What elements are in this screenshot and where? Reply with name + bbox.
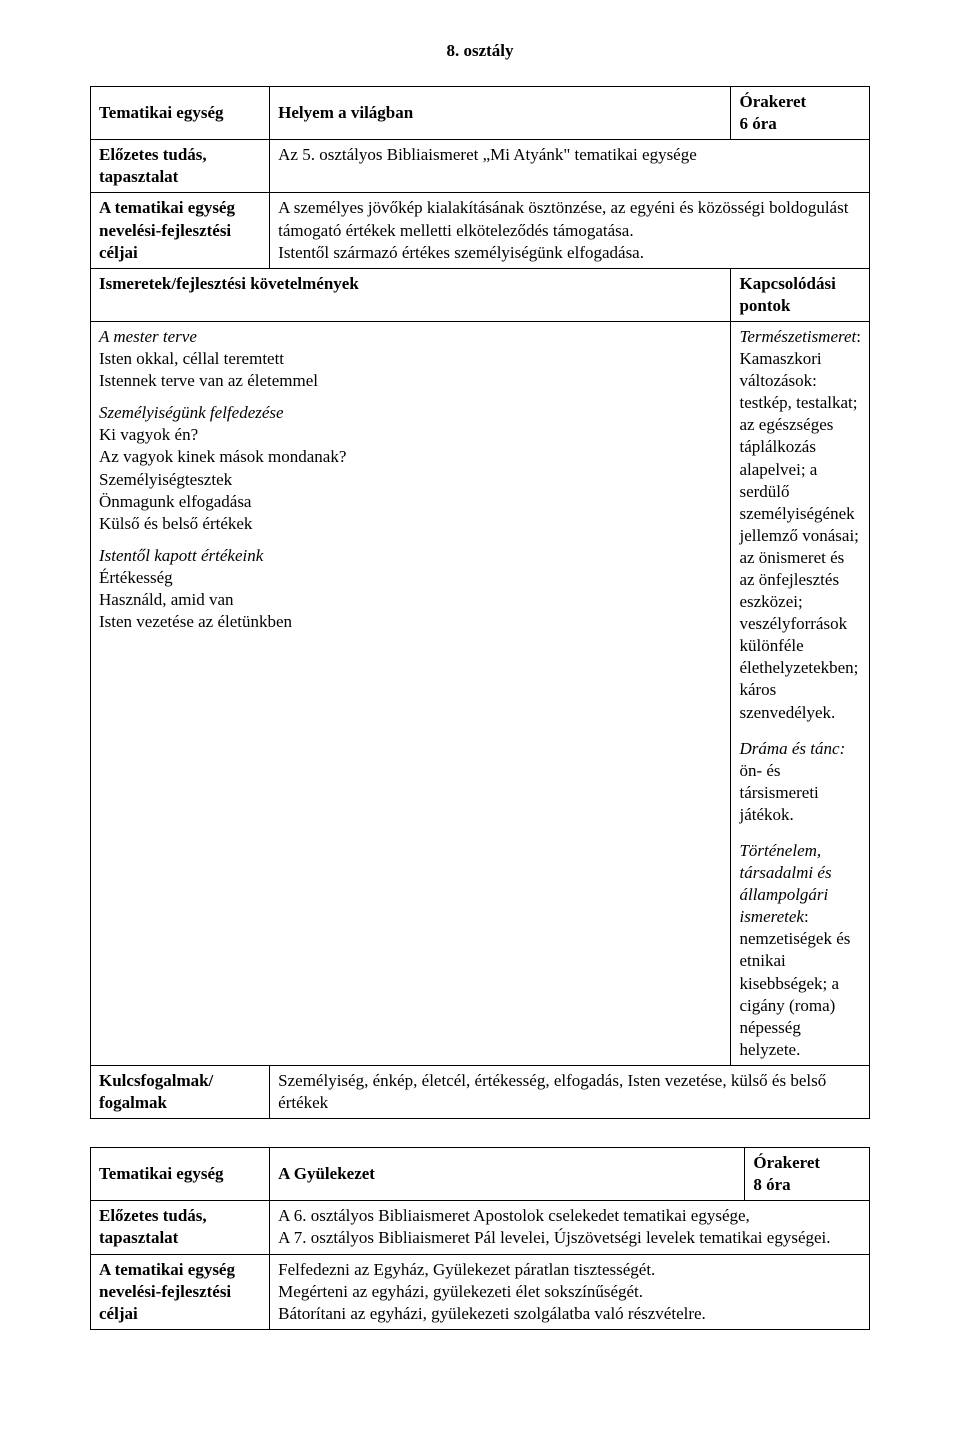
t2r3-left-l3: céljai	[99, 1304, 138, 1323]
t1r5-right-p1b: : Kamaszkori változások: testkép, testal…	[739, 327, 861, 722]
t1r3-left-l2: nevelési-fejlesztési	[99, 221, 231, 240]
t2r1-right-value: 8 óra	[753, 1175, 790, 1194]
t2r2-left-l2: tapasztalat	[99, 1228, 178, 1247]
t2r2-body: A 6. osztályos Bibliaismeret Apostolok c…	[270, 1201, 870, 1254]
page-root: 8. osztály Tematikai egység Helyem a vil…	[0, 0, 960, 1432]
t1r6-body: Személyiség, énkép, életcél, értékesség,…	[270, 1065, 870, 1118]
t1r1-center: Helyem a világban	[270, 87, 731, 140]
t1r5-l2b: Az vagyok kinek mások mondanak?	[99, 446, 722, 468]
t2r3-t1: Felfedezni az Egyház, Gyülekezet páratla…	[278, 1259, 861, 1281]
t2r1-right: Órakeret 8 óra	[745, 1148, 870, 1201]
t1r5-right-p1: Természetismeret: Kamaszkori változások:…	[739, 326, 861, 724]
table1-row5: A mester terve Isten okkal, céllal terem…	[91, 321, 870, 1065]
t1r5-right: Természetismeret: Kamaszkori változások:…	[731, 321, 870, 1065]
t1r5-l1a: Isten okkal, céllal teremtett	[99, 348, 722, 370]
t1r2-left-l1: Előzetes tudás,	[99, 145, 207, 164]
t2r3-t3: Bátorítani az egyházi, gyülekezeti szolg…	[278, 1303, 861, 1325]
t2r1-left: Tematikai egység	[91, 1148, 270, 1201]
table-unit-2: Tematikai egység A Gyülekezet Órakeret 8…	[90, 1147, 870, 1330]
t1r2-left: Előzetes tudás, tapasztalat	[91, 140, 270, 193]
t1r1-left: Tematikai egység	[91, 87, 270, 140]
t1r3-body: A személyes jövőkép kialakításának ösztö…	[270, 193, 870, 268]
t1r4-right-header: Kapcsolódási pontok	[731, 268, 870, 321]
table1-row3: A tematikai egység nevelési-fejlesztési …	[91, 193, 870, 268]
t1r3-t1: A személyes jövőkép kialakításának ösztö…	[278, 197, 861, 241]
t1r5-l3b: Használd, amid van	[99, 589, 722, 611]
t1r3-left-l1: A tematikai egység	[99, 198, 235, 217]
t1r5-l2e: Külső és belső értékek	[99, 513, 722, 535]
t1r1-right-label: Órakeret	[739, 92, 806, 111]
t1r5-left: A mester terve Isten okkal, céllal terem…	[91, 321, 731, 1065]
t1r5-h1: A mester terve	[99, 326, 722, 348]
table1-row6: Kulcsfogalmak/ fogalmak Személyiség, énk…	[91, 1065, 870, 1118]
t1r2-body: Az 5. osztályos Bibliaismeret „Mi Atyánk…	[270, 140, 870, 193]
t1r5-l2d: Önmagunk elfogadása	[99, 491, 722, 513]
t2r2-left-l1: Előzetes tudás,	[99, 1206, 207, 1225]
t1r6-left-l1: Kulcsfogalmak/	[99, 1071, 213, 1090]
t1r4-left-header: Ismeretek/fejlesztési követelmények	[91, 268, 731, 321]
t1r3-t2: Istentől származó értékes személyiségünk…	[278, 242, 861, 264]
t2r3-t2: Megérteni az egyházi, gyülekezeti élet s…	[278, 1281, 861, 1303]
t2r2-t1: A 6. osztályos Bibliaismeret Apostolok c…	[278, 1205, 861, 1227]
t2r3-left-l2: nevelési-fejlesztési	[99, 1282, 231, 1301]
t2r2-t2: A 7. osztályos Bibliaismeret Pál levelei…	[278, 1227, 861, 1249]
t1r5-l2a: Ki vagyok én?	[99, 424, 722, 446]
t2r3-body: Felfedezni az Egyház, Gyülekezet páratla…	[270, 1254, 870, 1329]
t1r6-text: Személyiség, énkép, életcél, értékesség,…	[278, 1071, 826, 1112]
t1r5-right-p2a: Dráma és tánc:	[739, 739, 845, 758]
t2r1-right-label: Órakeret	[753, 1153, 820, 1172]
t1r5-l3a: Értékesség	[99, 567, 722, 589]
t1r5-l1b: Istennek terve van az életemmel	[99, 370, 722, 392]
t1r2-text: Az 5. osztályos Bibliaismeret „Mi Atyánk…	[278, 145, 697, 164]
page-title: 8. osztály	[90, 40, 870, 62]
t1r5-right-p1a: Természetismeret	[739, 327, 856, 346]
table2-row2: Előzetes tudás, tapasztalat A 6. osztály…	[91, 1201, 870, 1254]
table1-row1: Tematikai egység Helyem a világban Órake…	[91, 87, 870, 140]
t1r5-h3: Istentől kapott értékeink	[99, 545, 722, 567]
t2r3-left-l1: A tematikai egység	[99, 1260, 235, 1279]
table1-row2: Előzetes tudás, tapasztalat Az 5. osztál…	[91, 140, 870, 193]
t1r5-right-p2b: ön- és társismereti játékok.	[739, 761, 818, 824]
t1r5-right-p3b: : nemzetiségek és etnikai kisebbségek; a…	[739, 907, 850, 1059]
table2-row3: A tematikai egység nevelési-fejlesztési …	[91, 1254, 870, 1329]
t1r3-left: A tematikai egység nevelési-fejlesztési …	[91, 193, 270, 268]
table-unit-1: Tematikai egység Helyem a világban Órake…	[90, 86, 870, 1119]
t1r5-h2: Személyiségünk felfedezése	[99, 402, 722, 424]
table2-row1: Tematikai egység A Gyülekezet Órakeret 8…	[91, 1148, 870, 1201]
t2r3-left: A tematikai egység nevelési-fejlesztési …	[91, 1254, 270, 1329]
t1r5-l3c: Isten vezetése az életünkben	[99, 611, 722, 633]
t1r3-left-l3: céljai	[99, 243, 138, 262]
t1r1-right-value: 6 óra	[739, 114, 776, 133]
t2r1-center: A Gyülekezet	[270, 1148, 745, 1201]
t2r2-left: Előzetes tudás, tapasztalat	[91, 1201, 270, 1254]
t1r5-l2c: Személyiségtesztek	[99, 469, 722, 491]
t1r5-right-p3a: Történelem, társadalmi és állampolgári i…	[739, 841, 831, 926]
t1r2-left-l2: tapasztalat	[99, 167, 178, 186]
table1-row4: Ismeretek/fejlesztési követelmények Kapc…	[91, 268, 870, 321]
t1r5-right-p2: Dráma és tánc: ön- és társismereti játék…	[739, 738, 861, 826]
t1r6-left: Kulcsfogalmak/ fogalmak	[91, 1065, 270, 1118]
t1r1-right: Órakeret 6 óra	[731, 87, 870, 140]
t1r5-right-p3: Történelem, társadalmi és állampolgári i…	[739, 840, 861, 1061]
t1r6-left-l2: fogalmak	[99, 1093, 167, 1112]
